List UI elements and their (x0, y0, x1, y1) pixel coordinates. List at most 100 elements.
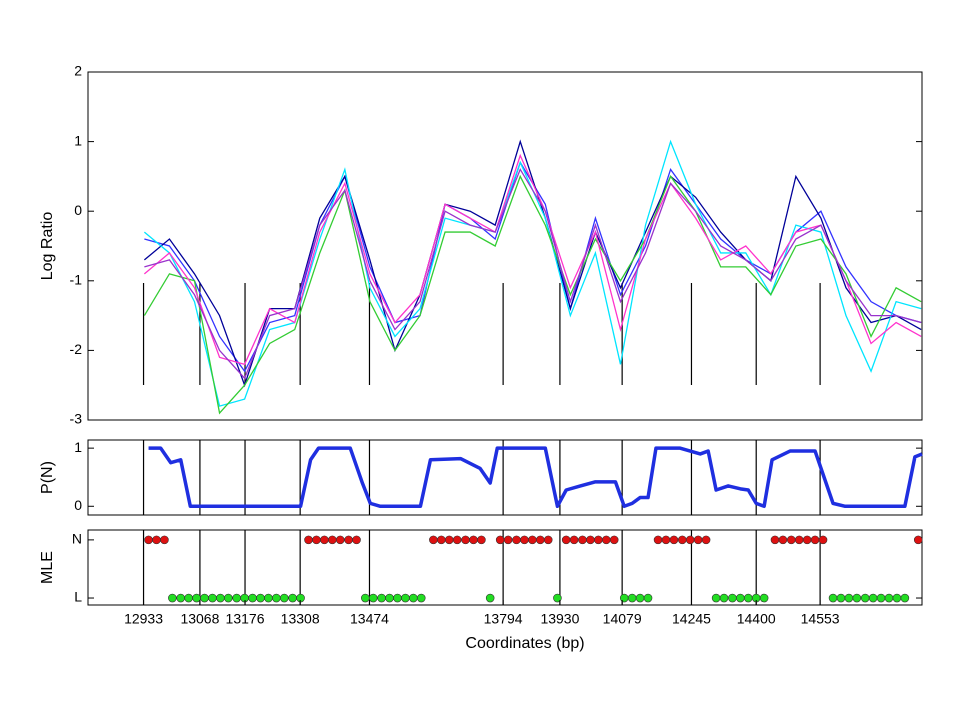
state-dot (594, 535, 603, 545)
state-dot (913, 535, 923, 545)
state-dot (272, 593, 281, 603)
state-dot (736, 593, 745, 603)
state-dot (385, 593, 394, 603)
state-dot (884, 593, 894, 603)
state-dot (152, 535, 161, 545)
state-dot (401, 593, 410, 603)
state-dot (685, 535, 695, 545)
y-tick-label: -1 (70, 272, 83, 288)
state-dot (669, 535, 679, 545)
y-tick-label: -3 (70, 411, 83, 427)
state-dot (168, 593, 177, 603)
x-tick-label: 14553 (801, 611, 840, 627)
x-tick-label: 13474 (350, 611, 389, 627)
y-axis-label: Log Ratio (39, 212, 56, 281)
state-dot (328, 535, 337, 545)
state-dot (160, 535, 169, 545)
x-tick-label: 13176 (226, 611, 265, 627)
state-dot (892, 593, 902, 603)
state-dot (711, 593, 721, 603)
y-axis-label: P(N) (39, 461, 56, 494)
y-tick-label: 1 (74, 132, 82, 148)
state-dot (635, 593, 645, 603)
plot-area (87, 439, 923, 516)
state-dot (176, 593, 186, 603)
state-dot (344, 535, 353, 545)
state-dot (653, 535, 663, 545)
state-dot (543, 535, 553, 545)
state-dot (728, 593, 737, 603)
series-line (143, 153, 922, 366)
state-dot (184, 593, 193, 603)
state-dot (876, 593, 886, 603)
state-dot (452, 535, 462, 545)
state-dot (495, 535, 505, 545)
state-dot (469, 535, 478, 545)
probability-line (148, 446, 923, 509)
state-dot (477, 535, 486, 545)
series-line (143, 174, 922, 415)
x-tick-label: 13308 (281, 611, 320, 627)
state-dot (677, 535, 687, 545)
state-dot (569, 535, 579, 545)
state-dot (512, 535, 521, 545)
x-tick-label: 13794 (484, 611, 523, 627)
state-dot (429, 535, 438, 545)
state-dot (208, 593, 217, 603)
state-dot (561, 535, 571, 545)
state-dot (860, 593, 870, 603)
state-dot (601, 535, 611, 545)
state-dot (818, 535, 828, 545)
state-dot (352, 535, 361, 545)
state-dot (810, 535, 820, 545)
state-dot (868, 593, 878, 603)
x-tick-label: 14245 (672, 611, 711, 627)
y-tick-label: 0 (74, 497, 82, 513)
state-dot (900, 593, 910, 603)
state-dot (393, 593, 402, 603)
y-tick-label: 0 (74, 202, 82, 218)
state-dot (743, 593, 753, 603)
state-dot (377, 593, 386, 603)
state-dot (627, 593, 637, 603)
state-dot (520, 535, 529, 545)
y-tick-label: 1 (74, 439, 82, 455)
state-dot (279, 593, 289, 603)
state-dot (836, 593, 846, 603)
state-dot (416, 593, 426, 603)
y-tick-label: N (72, 531, 82, 547)
state-dot (409, 593, 418, 603)
state-dot (216, 593, 225, 603)
plot-area (87, 71, 923, 421)
state-dot (528, 535, 537, 545)
state-dot (643, 593, 653, 603)
state-dot (786, 535, 796, 545)
series-line (143, 139, 922, 388)
state-dot (312, 535, 321, 545)
series-line (144, 167, 922, 380)
state-dot (224, 593, 233, 603)
state-dot (361, 593, 370, 603)
state-dot (535, 535, 545, 545)
state-dot (586, 535, 595, 545)
x-tick-label: 13068 (180, 611, 219, 627)
x-tick-label: 14079 (603, 611, 642, 627)
state-dot (844, 593, 854, 603)
state-dot (609, 535, 619, 545)
y-tick-label: -2 (70, 341, 83, 357)
state-dot (320, 535, 329, 545)
state-dot (852, 593, 862, 603)
x-tick-label: 13930 (540, 611, 579, 627)
state-dot (335, 535, 345, 545)
x-axis-label: Coordinates (bp) (465, 635, 584, 652)
state-dot (828, 593, 838, 603)
state-dot (200, 593, 209, 603)
state-dot (802, 535, 812, 545)
state-dot (794, 535, 804, 545)
state-dot (661, 535, 671, 545)
state-dot (437, 535, 446, 545)
state-dot (264, 593, 273, 603)
y-axis-label: MLE (39, 551, 56, 584)
state-dot (503, 535, 513, 545)
